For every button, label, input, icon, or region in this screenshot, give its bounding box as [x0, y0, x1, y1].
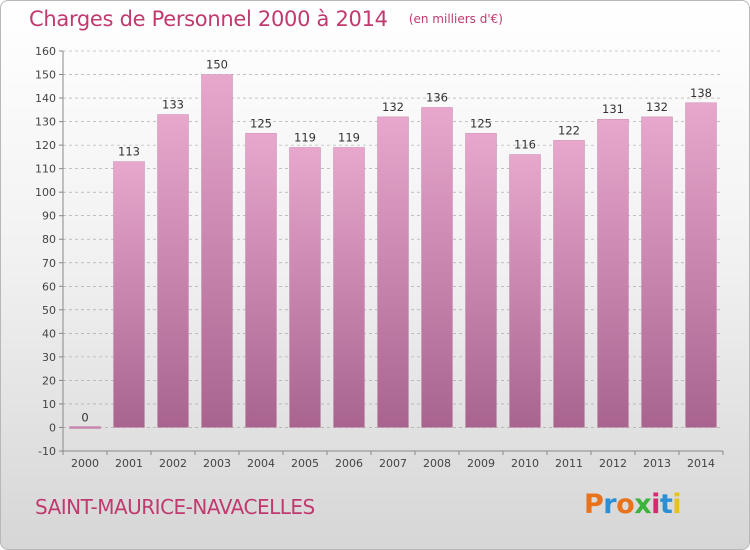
x-tick-label: 2010 — [511, 457, 539, 470]
data-labels: 0 113 133 150 125 119 119 132 136 125 116 122 131 132… — [81, 58, 712, 425]
bar-2003 — [201, 74, 233, 428]
data-label-2000: 0 — [81, 410, 88, 424]
axes: -10 0 10 20 30 40 50 60 70 80 90 100 110 120 130 140 150… — [35, 45, 724, 470]
data-label-2010: 116 — [514, 138, 536, 152]
y-tick-label: 10 — [42, 398, 56, 411]
y-tick-label: 20 — [42, 374, 56, 387]
x-tick-label: 2011 — [555, 457, 583, 470]
bars — [69, 74, 717, 429]
bar-2014 — [685, 102, 717, 428]
data-label-2011: 122 — [558, 123, 580, 137]
bar-2009 — [465, 133, 497, 428]
x-tick-label: 2001 — [115, 457, 143, 470]
x-tick-label: 2006 — [335, 457, 363, 470]
title-row: Charges de Personnel 2000 à 2014 (en mil… — [29, 7, 503, 31]
x-tick-label: 2009 — [467, 457, 495, 470]
y-tick-label: 40 — [42, 327, 56, 340]
logo-letter: o — [616, 489, 635, 520]
x-tick-label: 2012 — [599, 457, 627, 470]
bar-2001 — [113, 161, 145, 428]
y-tick-label: 50 — [42, 304, 56, 317]
chart-title: Charges de Personnel 2000 à 2014 — [29, 7, 388, 31]
data-label-2006: 119 — [338, 130, 360, 144]
x-tick-label: 2005 — [291, 457, 319, 470]
logo-letter: P — [584, 489, 604, 520]
data-label-2001: 113 — [118, 145, 140, 159]
data-label-2002: 133 — [162, 98, 184, 112]
logo-letter: t — [659, 489, 673, 520]
proxiti-logo: Proxiti — [584, 489, 682, 520]
data-label-2005: 119 — [294, 130, 316, 144]
y-tick-label: 120 — [35, 139, 56, 152]
x-tick-label: 2000 — [71, 457, 99, 470]
bar-2008 — [421, 107, 453, 428]
data-label-2004: 125 — [250, 116, 272, 130]
bar-2011 — [553, 140, 585, 428]
y-tick-label: 160 — [35, 45, 56, 58]
y-tick-label: 150 — [35, 69, 56, 82]
data-label-2007: 132 — [382, 100, 404, 114]
bar-2004 — [245, 133, 277, 428]
y-tick-label: 0 — [49, 421, 56, 434]
bar-2005 — [289, 147, 321, 428]
x-tick-label: 2003 — [203, 457, 231, 470]
y-tick-label: 80 — [42, 233, 56, 246]
y-tick-label: 130 — [35, 116, 56, 129]
y-tick-label: 140 — [35, 92, 56, 105]
y-tick-label: 100 — [35, 186, 56, 199]
x-tick-label: 2008 — [423, 457, 451, 470]
data-label-2003: 150 — [206, 58, 228, 72]
chart-subtitle: (en milliers d'€) — [408, 12, 503, 26]
x-tick-label: 2014 — [687, 457, 715, 470]
x-tick-label: 2007 — [379, 457, 407, 470]
y-tick-label: 60 — [42, 280, 56, 293]
y-tick-label: 110 — [35, 163, 56, 176]
bar-2002 — [157, 114, 189, 428]
x-tick-label: 2002 — [159, 457, 187, 470]
logo-letter: i — [672, 489, 682, 520]
y-tick-label: 30 — [42, 351, 56, 364]
bar-2013 — [641, 116, 673, 428]
y-tick-label: 90 — [42, 210, 56, 223]
logo-letter: r — [603, 489, 617, 520]
data-label-2014: 138 — [690, 86, 712, 100]
bar-2006 — [333, 147, 365, 428]
y-tick-label: 70 — [42, 257, 56, 270]
data-label-2009: 125 — [470, 116, 492, 130]
data-label-2013: 132 — [646, 100, 668, 114]
x-tick-label: 2013 — [643, 457, 671, 470]
bar-2012 — [597, 118, 629, 428]
logo-letter: i — [651, 489, 660, 520]
y-tick-label: -10 — [38, 445, 56, 458]
logo-letter: x — [634, 489, 652, 520]
data-label-2012: 131 — [602, 102, 624, 116]
data-label-2008: 136 — [426, 90, 448, 104]
commune-name: SAINT-MAURICE-NAVACELLES — [35, 495, 315, 519]
bar-2007 — [377, 116, 409, 428]
x-tick-label: 2004 — [247, 457, 275, 470]
bar-2010 — [509, 154, 541, 428]
bar-2000 — [69, 426, 101, 429]
